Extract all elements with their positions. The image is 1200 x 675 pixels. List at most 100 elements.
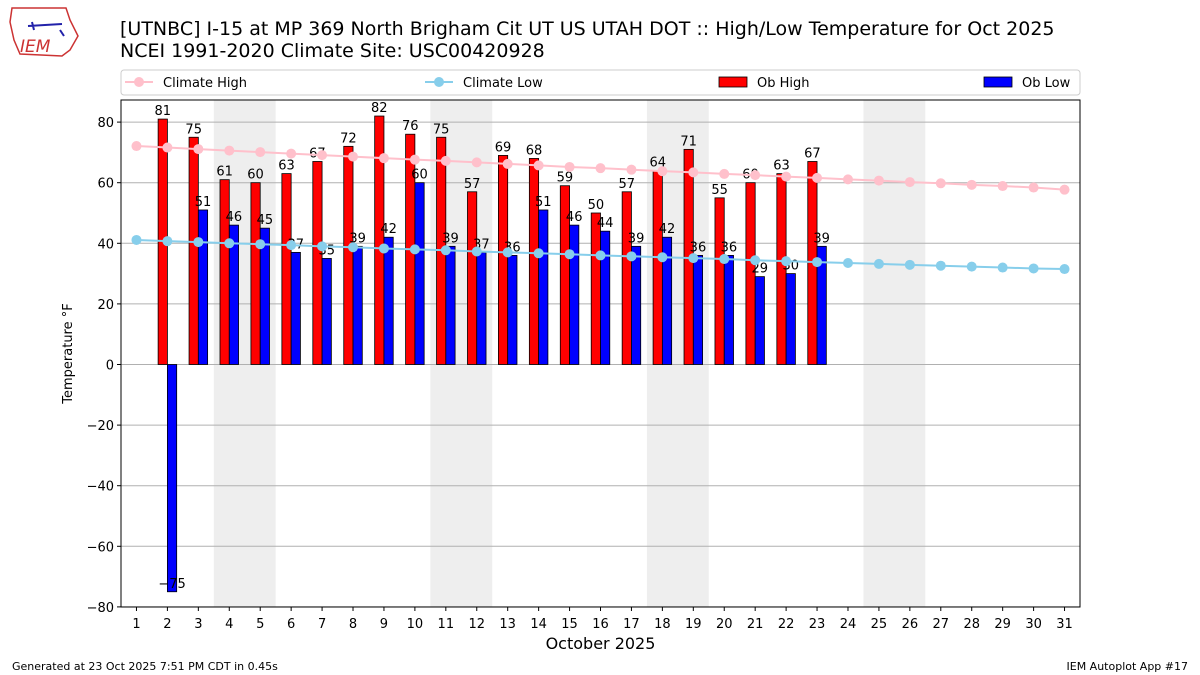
ob-low-label: 45 <box>257 213 274 228</box>
ob-low-bar <box>507 255 518 365</box>
climate-high-point <box>471 157 482 168</box>
x-tick-label: 8 <box>349 617 357 632</box>
y-tick-label: 20 <box>97 298 114 313</box>
x-tick-label: 30 <box>1025 617 1042 632</box>
y-tick-label: 80 <box>97 116 114 131</box>
ob-low-bar <box>754 276 765 365</box>
climate-low-point <box>626 251 637 262</box>
ob-high-bar <box>467 191 478 365</box>
y-axis-label: Temperature °F <box>61 303 76 404</box>
climate-low-point <box>317 241 328 252</box>
title-line-2: NCEI 1991-2020 Climate Site: USC00420928 <box>120 40 545 62</box>
climate-low-point <box>348 242 359 253</box>
legend-marker <box>134 77 144 87</box>
weekend-shade <box>863 100 926 607</box>
climate-low-point <box>688 253 699 264</box>
x-tick-label: 20 <box>716 617 733 632</box>
app-credit: IEM Autoplot App #17 <box>1066 660 1189 673</box>
ob-high-label: 50 <box>588 198 605 213</box>
ob-low-bar <box>197 209 209 365</box>
climate-high-point <box>162 142 173 153</box>
ob-high-label: 57 <box>619 177 636 192</box>
climate-high-point <box>409 154 420 165</box>
x-tick-label: 15 <box>561 617 578 632</box>
ob-high-label: 81 <box>154 104 171 119</box>
ob-high-bar <box>745 182 756 365</box>
climate-high-point <box>626 164 637 175</box>
ob-high-label: 67 <box>804 146 821 161</box>
climate-low-point <box>255 239 266 250</box>
legend-swatch <box>718 76 748 88</box>
ob-high-bar <box>219 179 230 365</box>
ob-low-label: 36 <box>690 240 707 255</box>
x-tick-label: 10 <box>407 617 424 632</box>
climate-low-point <box>1059 264 1070 275</box>
ob-low-bar <box>414 182 425 365</box>
ob-low-bar <box>259 227 270 365</box>
ob-low-label: −75 <box>158 577 185 592</box>
climate-low-point <box>904 259 915 270</box>
x-tick-label: 29 <box>994 617 1011 632</box>
legend-label: Climate Low <box>463 76 543 91</box>
x-tick-label: 18 <box>654 617 671 632</box>
ob-high-label: 60 <box>247 168 264 183</box>
climate-low-point <box>378 243 389 254</box>
x-tick-label: 24 <box>840 617 857 632</box>
ob-high-label: 59 <box>557 171 574 186</box>
y-tick-label: −60 <box>87 540 114 555</box>
climate-high-point <box>317 150 328 161</box>
climate-high-point <box>1028 182 1039 193</box>
x-tick-label: 14 <box>530 617 547 632</box>
x-tick-label: 9 <box>380 617 388 632</box>
x-tick-label: 13 <box>499 617 516 632</box>
climate-low-point <box>657 252 668 263</box>
climate-high-point <box>286 148 297 159</box>
climate-high-point <box>750 170 761 181</box>
y-tick-label: 0 <box>106 359 114 374</box>
ob-high-label: 61 <box>216 165 233 180</box>
ob-high-bar <box>590 212 601 365</box>
climate-low-point <box>1028 263 1039 274</box>
climate-high-point <box>997 181 1008 192</box>
legend-box <box>120 69 1081 96</box>
ob-low-label: 39 <box>628 231 645 246</box>
legend-label: Climate High <box>163 76 247 91</box>
climate-high-point <box>719 168 730 179</box>
ob-high-label: 63 <box>773 159 790 174</box>
climate-high-point <box>378 153 389 164</box>
x-tick-label: 31 <box>1056 617 1073 632</box>
y-tick-label: −80 <box>87 601 114 616</box>
legend-swatch <box>983 76 1013 88</box>
climate-high-point <box>657 166 668 177</box>
x-tick-label: 5 <box>256 617 264 632</box>
climate-low-point <box>409 244 420 255</box>
climate-high-point <box>131 141 142 152</box>
ob-low-bar <box>661 236 673 365</box>
ob-high-label: 72 <box>340 131 357 146</box>
ob-high-bar <box>312 161 323 365</box>
ob-low-bar <box>445 245 456 365</box>
climate-low-point <box>564 249 575 260</box>
climate-high-point <box>688 167 699 178</box>
ob-low-label: 42 <box>659 222 676 237</box>
x-tick-label: 16 <box>592 617 609 632</box>
ob-low-label: 51 <box>535 195 552 210</box>
y-tick-label: 40 <box>97 237 114 252</box>
x-tick-label: 12 <box>468 617 485 632</box>
y-tick-label: −20 <box>87 419 114 434</box>
ob-high-bar <box>498 155 509 365</box>
x-tick-label: 7 <box>318 617 326 632</box>
x-axis-label: October 2025 <box>546 634 656 653</box>
ob-high-label: 71 <box>680 134 697 149</box>
x-tick-label: 4 <box>225 617 233 632</box>
ob-low-bar <box>321 258 332 365</box>
x-tick-label: 28 <box>963 617 980 632</box>
climate-high-point <box>935 178 946 189</box>
climate-low-point <box>502 247 513 258</box>
ob-high-label: 57 <box>464 177 481 192</box>
y-tick-label: −40 <box>87 480 114 495</box>
ob-high-bar <box>343 145 354 365</box>
climate-high-point <box>533 160 544 171</box>
ob-low-label: 39 <box>813 231 830 246</box>
